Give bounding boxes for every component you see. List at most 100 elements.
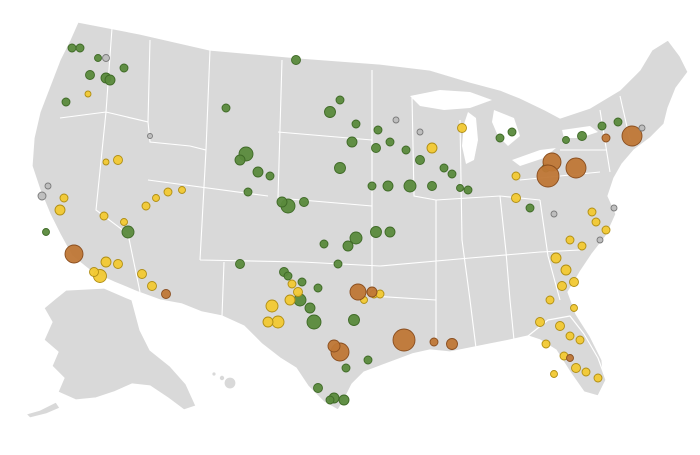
green-site-marker bbox=[439, 163, 449, 173]
green-site-marker bbox=[613, 117, 623, 127]
yellow-site-marker bbox=[560, 264, 572, 276]
orange-site-marker bbox=[366, 286, 378, 298]
green-site-marker bbox=[313, 283, 323, 293]
yellow-site-marker bbox=[265, 299, 279, 313]
gray-site-marker bbox=[610, 204, 618, 212]
yellow-site-marker bbox=[113, 155, 123, 165]
yellow-site-marker bbox=[287, 279, 297, 289]
green-site-marker bbox=[324, 106, 336, 118]
yellow-site-marker bbox=[577, 241, 587, 251]
hawaii-island-3 bbox=[223, 376, 237, 390]
yellow-site-marker bbox=[565, 331, 575, 341]
green-site-marker bbox=[291, 55, 301, 65]
yellow-site-marker bbox=[457, 123, 467, 133]
green-site-marker bbox=[427, 181, 437, 191]
yellow-site-marker bbox=[84, 90, 92, 98]
green-site-marker bbox=[119, 63, 129, 73]
yellow-site-marker bbox=[284, 294, 296, 306]
orange-site-marker bbox=[621, 125, 643, 147]
lake-michigan bbox=[462, 112, 478, 164]
yellow-site-marker bbox=[571, 363, 581, 373]
yellow-site-marker bbox=[570, 304, 578, 312]
yellow-site-marker bbox=[163, 187, 173, 197]
yellow-site-marker bbox=[147, 281, 157, 291]
yellow-site-marker bbox=[262, 316, 274, 328]
yellow-site-marker bbox=[137, 269, 147, 279]
green-site-marker bbox=[363, 355, 373, 365]
green-site-marker bbox=[235, 259, 245, 269]
yellow-site-marker bbox=[535, 317, 545, 327]
green-site-marker bbox=[349, 231, 363, 245]
orange-site-marker bbox=[429, 337, 439, 347]
green-site-marker bbox=[351, 119, 361, 129]
green-site-marker bbox=[299, 197, 309, 207]
yellow-site-marker bbox=[550, 370, 558, 378]
green-site-marker bbox=[121, 225, 135, 239]
green-site-marker bbox=[415, 155, 425, 165]
yellow-site-marker bbox=[581, 367, 591, 377]
yellow-site-marker bbox=[271, 315, 285, 329]
green-site-marker bbox=[297, 277, 307, 287]
green-site-marker bbox=[313, 383, 323, 393]
green-site-marker bbox=[104, 74, 116, 86]
green-site-marker bbox=[507, 127, 517, 137]
yellow-site-marker bbox=[545, 295, 555, 305]
green-site-marker bbox=[265, 171, 275, 181]
yellow-site-marker bbox=[555, 321, 565, 331]
gray-site-marker bbox=[596, 236, 604, 244]
yellow-site-marker bbox=[113, 259, 123, 269]
green-site-marker bbox=[562, 136, 570, 144]
yellow-site-marker bbox=[89, 267, 99, 277]
green-site-marker bbox=[525, 203, 535, 213]
green-site-marker bbox=[325, 395, 335, 405]
yellow-site-marker bbox=[569, 277, 579, 287]
land-layer bbox=[25, 21, 689, 419]
gray-site-marker bbox=[147, 133, 153, 139]
yellow-site-marker bbox=[541, 339, 551, 349]
lake-erie bbox=[512, 148, 556, 166]
yellow-site-marker bbox=[511, 193, 521, 203]
green-site-marker bbox=[367, 181, 377, 191]
green-site-marker bbox=[385, 137, 395, 147]
orange-site-marker bbox=[536, 164, 560, 188]
green-site-marker bbox=[338, 394, 350, 406]
gray-site-marker bbox=[416, 128, 424, 136]
green-site-marker bbox=[243, 187, 253, 197]
green-site-marker bbox=[346, 136, 358, 148]
green-site-marker bbox=[577, 131, 587, 141]
orange-site-marker bbox=[64, 244, 84, 264]
yellow-site-marker bbox=[99, 211, 109, 221]
yellow-site-marker bbox=[54, 204, 66, 216]
green-site-marker bbox=[341, 363, 351, 373]
green-site-marker bbox=[221, 103, 231, 113]
yellow-site-marker bbox=[152, 194, 160, 202]
yellow-site-marker bbox=[601, 225, 611, 235]
yellow-site-marker bbox=[141, 201, 151, 211]
green-site-marker bbox=[371, 143, 381, 153]
green-site-marker bbox=[306, 314, 322, 330]
yellow-site-marker bbox=[511, 171, 521, 181]
green-site-marker bbox=[252, 166, 264, 178]
orange-site-marker bbox=[161, 289, 171, 299]
alaska bbox=[43, 287, 197, 411]
orange-site-marker bbox=[565, 157, 587, 179]
gray-site-marker bbox=[638, 124, 646, 132]
green-site-marker bbox=[234, 154, 246, 166]
yellow-site-marker bbox=[557, 281, 567, 291]
green-site-marker bbox=[283, 271, 293, 281]
green-site-marker bbox=[456, 184, 464, 192]
green-site-marker bbox=[447, 169, 457, 179]
yellow-site-marker bbox=[59, 193, 69, 203]
green-site-marker bbox=[373, 125, 383, 135]
green-site-marker bbox=[67, 43, 77, 53]
gray-site-marker bbox=[102, 54, 110, 62]
orange-site-marker bbox=[566, 354, 574, 362]
yellow-site-marker bbox=[426, 142, 438, 154]
gray-site-marker bbox=[37, 191, 47, 201]
green-site-marker bbox=[335, 95, 345, 105]
yellow-site-marker bbox=[293, 287, 303, 297]
yellow-site-marker bbox=[587, 207, 597, 217]
green-site-marker bbox=[333, 259, 343, 269]
green-site-marker bbox=[403, 179, 417, 193]
green-site-marker bbox=[42, 228, 50, 236]
